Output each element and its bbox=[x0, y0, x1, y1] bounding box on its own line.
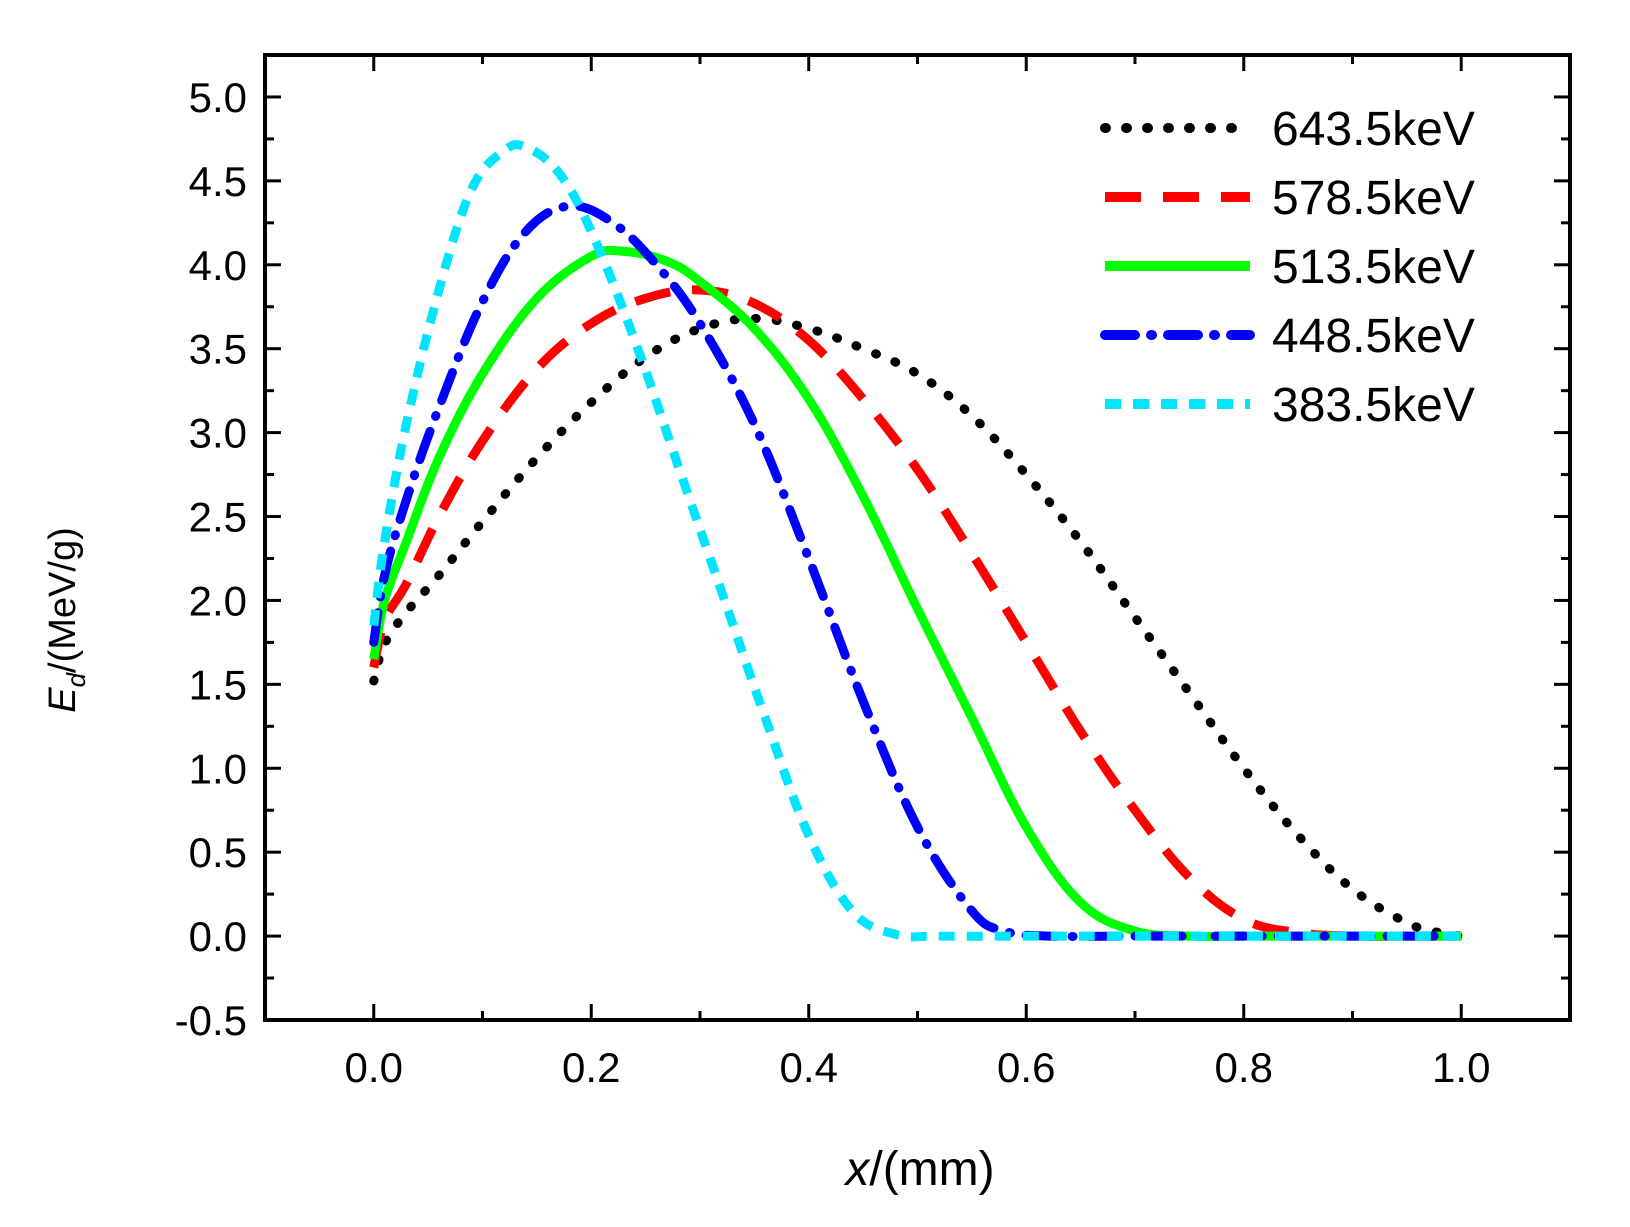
x-tick-label: 1.0 bbox=[1432, 1044, 1490, 1091]
series-line-3835kev bbox=[369, 140, 1462, 942]
y-tick-label: 2.0 bbox=[189, 577, 247, 624]
legend-label: 383.5keV bbox=[1272, 379, 1475, 432]
y-tick-label: 3.5 bbox=[189, 326, 247, 373]
series-layer bbox=[369, 140, 1466, 942]
series-line-5785kev bbox=[369, 285, 1462, 941]
y-tick-label: 0.5 bbox=[189, 829, 247, 876]
series-line-6435kev bbox=[369, 313, 1466, 941]
x-tick-label: 0.6 bbox=[997, 1044, 1055, 1091]
legend-label: 643.5keV bbox=[1272, 103, 1475, 156]
series-line-4485kev bbox=[369, 201, 1466, 941]
legend: 643.5keV 578.5keV 513.5keV 448.5keV 383.5keV bbox=[1100, 103, 1475, 432]
legend-label: 448.5keV bbox=[1272, 310, 1475, 363]
y-tick-label: -0.5 bbox=[175, 997, 247, 1044]
legend-label: 578.5keV bbox=[1272, 172, 1475, 225]
y-tick-label: 4.5 bbox=[189, 158, 247, 205]
y-tick-label: 1.0 bbox=[189, 745, 247, 792]
y-tick-label: 3.0 bbox=[189, 410, 247, 457]
y-tick-label: 0.0 bbox=[189, 913, 247, 960]
x-tick-label: 0.4 bbox=[780, 1044, 838, 1091]
x-tick-label: 0.8 bbox=[1215, 1044, 1273, 1091]
y-axis-title: Ed/(MeV/g) bbox=[42, 527, 91, 713]
y-tick-label: 4.0 bbox=[189, 242, 247, 289]
y-tick-label: 5.0 bbox=[189, 74, 247, 121]
y-tick-label: 1.5 bbox=[189, 661, 247, 708]
x-tick-label: 0.0 bbox=[345, 1044, 403, 1091]
x-axis-title: x/(mm) bbox=[843, 1143, 994, 1196]
x-tick-label: 0.2 bbox=[562, 1044, 620, 1091]
ticks: 0.0 0.2 0.4 0.6 0.8 1.0 -0.5 0.0 0.5 1.0 1.5 2.0 2.5… bbox=[175, 53, 1572, 1091]
legend-label: 513.5keV bbox=[1272, 241, 1475, 294]
y-tick-label: 2.5 bbox=[189, 494, 247, 541]
